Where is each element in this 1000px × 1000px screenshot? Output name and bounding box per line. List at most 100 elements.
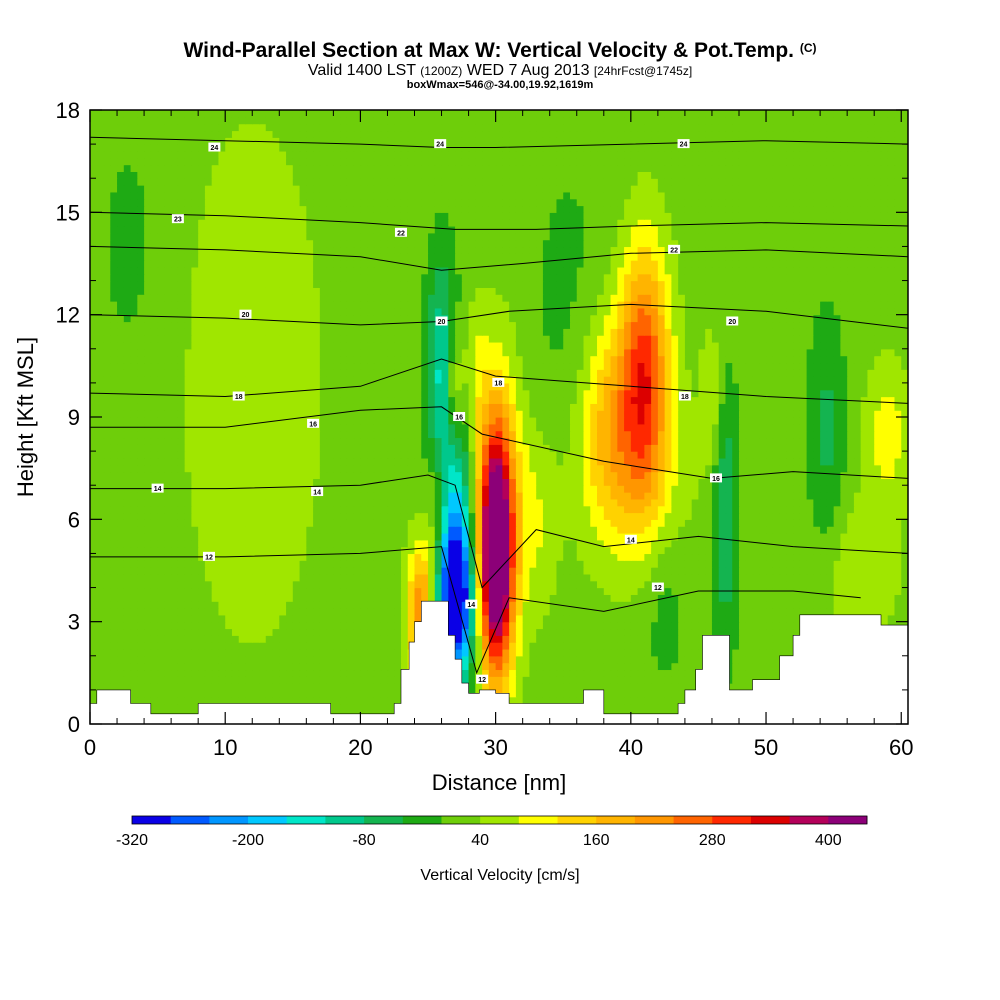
- velocity-cell: [522, 662, 531, 671]
- velocity-cell: [353, 505, 362, 514]
- velocity-cell: [373, 512, 382, 520]
- velocity-cell: [630, 560, 639, 568]
- velocity-cell: [157, 676, 165, 684]
- velocity-cell: [130, 696, 138, 705]
- velocity-cell: [191, 662, 199, 671]
- velocity-cell: [434, 587, 443, 595]
- velocity-cell: [373, 628, 382, 636]
- velocity-cell: [813, 492, 821, 500]
- velocity-cell: [597, 553, 605, 561]
- velocity-cell: [380, 642, 389, 650]
- velocity-cell: [110, 662, 118, 671]
- velocity-cell: [549, 485, 558, 493]
- velocity-cell: [373, 485, 382, 493]
- velocity-cell: [137, 498, 145, 507]
- velocity-cell: [387, 642, 395, 650]
- velocity-cell: [346, 621, 355, 630]
- velocity-cell: [400, 505, 409, 514]
- forecast-info: [24hrFcst@1745z]: [593, 64, 693, 78]
- velocity-cell: [123, 471, 132, 479]
- velocity-cell: [901, 580, 908, 589]
- velocity-cell: [286, 539, 294, 548]
- velocity-cell: [536, 635, 544, 643]
- velocity-cell: [624, 498, 632, 507]
- velocity-cell: [292, 560, 301, 568]
- velocity-cell: [482, 580, 490, 589]
- velocity-cell: [637, 608, 645, 616]
- velocity-cell: [373, 451, 382, 459]
- velocity-cell: [705, 546, 713, 555]
- velocity-cell: [184, 676, 192, 684]
- velocity-cell: [630, 573, 639, 582]
- velocity-cell: [319, 614, 328, 623]
- velocity-cell: [204, 512, 213, 520]
- velocity-cell: [171, 614, 179, 623]
- velocity-cell: [110, 594, 118, 602]
- velocity-cell: [874, 553, 882, 561]
- velocity-cell: [326, 444, 334, 452]
- velocity-cell: [238, 492, 247, 500]
- velocity-cell: [597, 628, 605, 636]
- velocity-cell: [103, 457, 111, 466]
- velocity-cell: [644, 560, 652, 568]
- velocity-cell: [644, 485, 652, 493]
- velocity-cell: [407, 614, 416, 623]
- velocity-cell: [313, 683, 321, 691]
- velocity-cell: [421, 512, 429, 520]
- velocity-cell: [887, 560, 896, 568]
- velocity-cell: [292, 635, 301, 643]
- velocity-cell: [292, 485, 301, 493]
- velocity-cell: [340, 580, 348, 589]
- velocity-cell: [286, 683, 294, 691]
- velocity-cell: [887, 594, 896, 602]
- velocity-cell: [198, 642, 206, 650]
- velocity-cell: [759, 608, 767, 616]
- velocity-cell: [576, 526, 585, 534]
- velocity-cell: [718, 492, 727, 500]
- velocity-cell: [96, 437, 105, 445]
- velocity-cell: [319, 669, 328, 677]
- velocity-cell: [671, 492, 679, 500]
- velocity-cell: [475, 635, 483, 643]
- velocity-cell: [414, 539, 422, 548]
- velocity-cell: [536, 642, 544, 650]
- velocity-cell: [326, 683, 334, 691]
- velocity-cell: [292, 451, 301, 459]
- velocity-cell: [313, 532, 321, 541]
- velocity-cell: [191, 669, 199, 677]
- velocity-cell: [265, 539, 274, 548]
- velocity-cell: [218, 437, 226, 445]
- velocity-cell: [786, 512, 794, 520]
- velocity-cell: [103, 580, 111, 589]
- velocity-cell: [509, 689, 517, 698]
- velocity-cell: [549, 594, 558, 602]
- velocity-cell: [441, 478, 449, 486]
- velocity-cell: [468, 553, 476, 561]
- velocity-cell: [259, 519, 267, 527]
- velocity-cell: [732, 621, 740, 630]
- velocity-cell: [123, 642, 132, 650]
- velocity-cell: [813, 451, 821, 459]
- velocity-cell: [265, 594, 274, 602]
- velocity-cell: [786, 444, 794, 452]
- velocity-cell: [191, 580, 199, 589]
- velocity-cell: [144, 567, 152, 575]
- velocity-cell: [752, 608, 760, 616]
- velocity-cell: [157, 505, 165, 514]
- velocity-cell: [286, 669, 294, 677]
- velocity-cell: [840, 451, 848, 459]
- velocity-cell: [130, 608, 138, 616]
- velocity-cell: [373, 703, 382, 711]
- velocity-cell: [515, 587, 524, 595]
- velocity-cell: [691, 526, 700, 534]
- velocity-cell: [644, 703, 652, 711]
- velocity-cell: [225, 676, 233, 684]
- velocity-cell: [259, 546, 267, 555]
- velocity-cell: [110, 635, 118, 643]
- velocity-cell: [103, 601, 111, 609]
- velocity-cell: [292, 655, 301, 664]
- velocity-cell: [468, 655, 476, 664]
- velocity-cell: [563, 662, 571, 671]
- velocity-cell: [286, 553, 294, 561]
- velocity-cell: [238, 526, 247, 534]
